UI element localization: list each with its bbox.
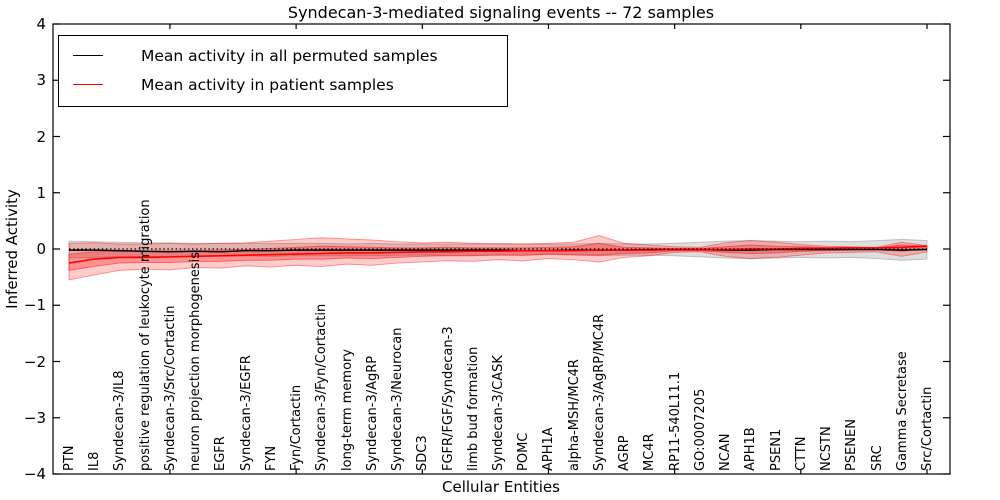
y-tick-label: 4 — [36, 15, 46, 33]
y-tick-label: 3 — [36, 71, 46, 90]
series-line-patient — [68, 245, 928, 264]
x-category-label: positive regulation of leukocyte migrati… — [137, 199, 153, 471]
legend-line-swatch-red — [73, 84, 103, 85]
y-tick-label: 1 — [36, 183, 46, 202]
x-category-label: Syndecan-3/CASK — [491, 355, 506, 471]
x-category-label: FGFR/FGF/Syndecan-3 — [440, 326, 456, 471]
x-category-label: FYN — [263, 445, 279, 471]
x-category-label: SRC — [869, 445, 885, 471]
legend-box: Mean activity in all permuted samples Me… — [58, 35, 508, 107]
x-category-label: APH1B — [743, 427, 759, 471]
x-category-label: POMC — [516, 432, 532, 471]
x-category-label: RP11-540L11.1 — [667, 371, 683, 471]
band-patient-range-outer — [68, 234, 928, 281]
y-tick-label: 2 — [36, 127, 46, 146]
y-tick-label: −3 — [23, 408, 46, 427]
x-category-label: Syndecan-3/Neurocan — [390, 327, 406, 471]
x-category-label: Syndecan-3/Src/Cortactin — [162, 305, 178, 471]
x-category-label: long-term memory — [339, 348, 355, 471]
x-category-label: CTTN — [793, 436, 809, 471]
x-category-label: AGRP — [617, 435, 633, 471]
x-category-label: Syndecan-3/Fyn/Cortactin — [314, 303, 330, 471]
y-tick-label: 0 — [36, 240, 46, 258]
x-category-label: PSEN1 — [768, 428, 784, 471]
y-tick-label: −4 — [23, 465, 46, 483]
x-category-label: Fyn/Cortactin — [289, 384, 305, 471]
x-category-label: NCAN — [718, 433, 734, 471]
x-category-label: NCSTN — [819, 426, 835, 471]
x-category-label: IL8 — [87, 451, 103, 471]
x-category-label: Syndecan-3/IL8 — [112, 370, 128, 471]
legend-label: Mean activity in patient samples — [141, 75, 394, 94]
x-category-label: Syndecan-3/AgRP/MC4R — [591, 313, 607, 471]
y-tick-label: −1 — [23, 296, 46, 315]
x-category-label: alpha-MSH/MC4R — [566, 359, 582, 471]
y-tick-label: −2 — [23, 352, 46, 371]
legend-entry-permuted: Mean activity in all permuted samples — [73, 41, 497, 70]
x-category-label: GO:0007205 — [692, 388, 708, 471]
x-category-label: Src/Cortactin — [920, 386, 935, 471]
x-category-label: APH1A — [541, 427, 557, 471]
x-category-label: neuron projection morphogenesis — [188, 252, 204, 471]
legend-entry-patient: Mean activity in patient samples — [73, 70, 497, 99]
x-axis-label: Cellular Entities — [442, 478, 560, 496]
chart-title: Syndecan-3-mediated signaling events -- … — [287, 3, 715, 22]
x-category-label: limb bud formation — [465, 346, 481, 471]
x-category-label: Syndecan-3/AgRP — [364, 355, 380, 471]
x-category-label: PSENEN — [844, 419, 860, 471]
x-category-label: MC4R — [642, 433, 658, 471]
x-category-label: PTN — [62, 445, 77, 471]
x-category-label: Gamma Secretase — [894, 351, 910, 471]
x-category-label: EGFR — [213, 436, 229, 471]
legend-label: Mean activity in all permuted samples — [141, 46, 438, 65]
x-category-label: SDC3 — [415, 435, 431, 471]
x-category-label: Syndecan-3/EGFR — [238, 355, 254, 471]
legend-line-swatch-black — [73, 55, 103, 56]
